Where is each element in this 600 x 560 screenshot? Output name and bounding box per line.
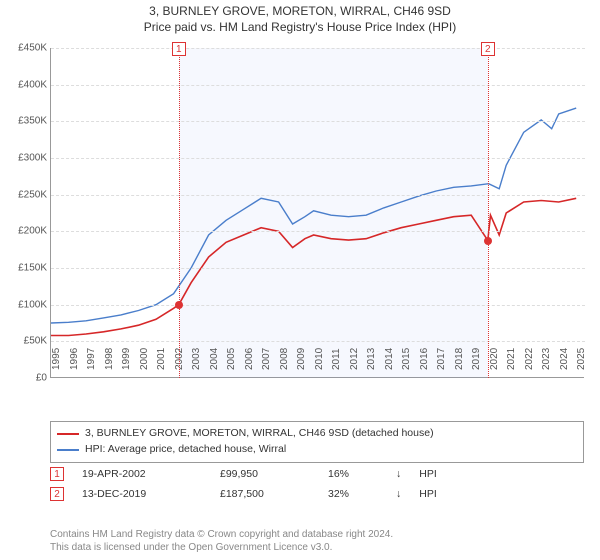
y-tick-label: £300K xyxy=(3,153,47,164)
y-tick-label: £450K xyxy=(3,43,47,54)
legend-label: 3, BURNLEY GROVE, MORETON, WIRRAL, CH46 … xyxy=(85,426,434,442)
transaction-date: 13-DEC-2019 xyxy=(82,488,202,500)
arrow-down-icon: ↓ xyxy=(396,488,401,500)
x-tick-label: 2017 xyxy=(436,348,447,370)
y-gridline xyxy=(51,341,585,342)
y-gridline xyxy=(51,305,585,306)
chart-title-line1: 3, BURNLEY GROVE, MORETON, WIRRAL, CH46 … xyxy=(0,4,600,20)
x-tick-label: 2003 xyxy=(191,348,202,370)
x-tick-label: 2006 xyxy=(244,348,255,370)
y-gridline xyxy=(51,158,585,159)
x-tick-label: 1995 xyxy=(51,348,62,370)
event-marker-icon: 1 xyxy=(172,42,186,56)
transaction-marker-icon: 2 xyxy=(50,487,64,501)
x-tick-label: 2014 xyxy=(384,348,395,370)
footer: Contains HM Land Registry data © Crown c… xyxy=(50,528,584,554)
table-row: 1 19-APR-2002 £99,950 16% ↓ HPI xyxy=(50,464,584,484)
y-gridline xyxy=(51,268,585,269)
transaction-pct: 32% xyxy=(328,488,378,500)
x-tick-label: 2010 xyxy=(314,348,325,370)
x-tick-label: 2020 xyxy=(489,348,500,370)
y-tick-label: £50K xyxy=(3,336,47,347)
x-tick-label: 2007 xyxy=(261,348,272,370)
x-tick-label: 2011 xyxy=(331,348,342,370)
x-tick-label: 1998 xyxy=(104,348,115,370)
y-tick-label: £0 xyxy=(3,373,47,384)
event-dot-icon xyxy=(484,237,492,245)
x-tick-label: 2021 xyxy=(506,348,517,370)
x-tick-label: 2015 xyxy=(401,348,412,370)
event-line xyxy=(179,48,180,378)
chart-title-line2: Price paid vs. HM Land Registry's House … xyxy=(0,20,600,36)
x-tick-label: 2009 xyxy=(296,348,307,370)
arrow-down-icon: ↓ xyxy=(396,468,401,480)
transaction-price: £99,950 xyxy=(220,468,310,480)
y-tick-label: £400K xyxy=(3,79,47,90)
y-tick-label: £250K xyxy=(3,189,47,200)
transactions-table: 1 19-APR-2002 £99,950 16% ↓ HPI 2 13-DEC… xyxy=(50,464,584,504)
x-tick-label: 2023 xyxy=(541,348,552,370)
x-tick-label: 2012 xyxy=(349,348,360,370)
y-tick-label: £100K xyxy=(3,299,47,310)
x-tick-label: 2013 xyxy=(366,348,377,370)
legend-label: HPI: Average price, detached house, Wirr… xyxy=(85,442,286,458)
footer-line: Contains HM Land Registry data © Crown c… xyxy=(50,528,584,541)
x-tick-label: 2008 xyxy=(279,348,290,370)
event-dot-icon xyxy=(175,301,183,309)
x-tick-label: 2000 xyxy=(139,348,150,370)
legend-item: HPI: Average price, detached house, Wirr… xyxy=(57,442,577,458)
x-tick-label: 2022 xyxy=(524,348,535,370)
y-gridline xyxy=(51,48,585,49)
x-tick-label: 2001 xyxy=(156,348,167,370)
x-tick-label: 2019 xyxy=(471,348,482,370)
x-tick-label: 2016 xyxy=(419,348,430,370)
transaction-suffix: HPI xyxy=(419,468,437,480)
table-row: 2 13-DEC-2019 £187,500 32% ↓ HPI xyxy=(50,484,584,504)
series-hpi xyxy=(51,108,576,323)
transaction-date: 19-APR-2002 xyxy=(82,468,202,480)
footer-line: This data is licensed under the Open Gov… xyxy=(50,541,584,554)
event-line xyxy=(488,48,489,378)
transaction-marker-icon: 1 xyxy=(50,467,64,481)
transaction-pct: 16% xyxy=(328,468,378,480)
y-gridline xyxy=(51,121,585,122)
x-tick-label: 2005 xyxy=(226,348,237,370)
legend-item: 3, BURNLEY GROVE, MORETON, WIRRAL, CH46 … xyxy=(57,426,577,442)
y-gridline xyxy=(51,231,585,232)
plot-area: £0£50K£100K£150K£200K£250K£300K£350K£400… xyxy=(50,48,584,378)
x-tick-label: 2024 xyxy=(559,348,570,370)
y-tick-label: £150K xyxy=(3,263,47,274)
x-tick-label: 1997 xyxy=(86,348,97,370)
transaction-price: £187,500 xyxy=(220,488,310,500)
legend-swatch xyxy=(57,433,79,435)
legend: 3, BURNLEY GROVE, MORETON, WIRRAL, CH46 … xyxy=(50,421,584,463)
event-marker-icon: 2 xyxy=(481,42,495,56)
y-tick-label: £350K xyxy=(3,116,47,127)
y-tick-label: £200K xyxy=(3,226,47,237)
y-gridline xyxy=(51,85,585,86)
x-tick-label: 2004 xyxy=(209,348,220,370)
series-price_paid xyxy=(51,198,576,335)
x-tick-label: 2025 xyxy=(576,348,587,370)
x-tick-label: 2018 xyxy=(454,348,465,370)
x-tick-label: 1999 xyxy=(121,348,132,370)
transaction-suffix: HPI xyxy=(419,488,437,500)
line-series-svg xyxy=(51,48,585,378)
x-tick-label: 1996 xyxy=(69,348,80,370)
legend-swatch xyxy=(57,449,79,451)
chart: £0£50K£100K£150K£200K£250K£300K£350K£400… xyxy=(50,48,584,408)
y-gridline xyxy=(51,195,585,196)
